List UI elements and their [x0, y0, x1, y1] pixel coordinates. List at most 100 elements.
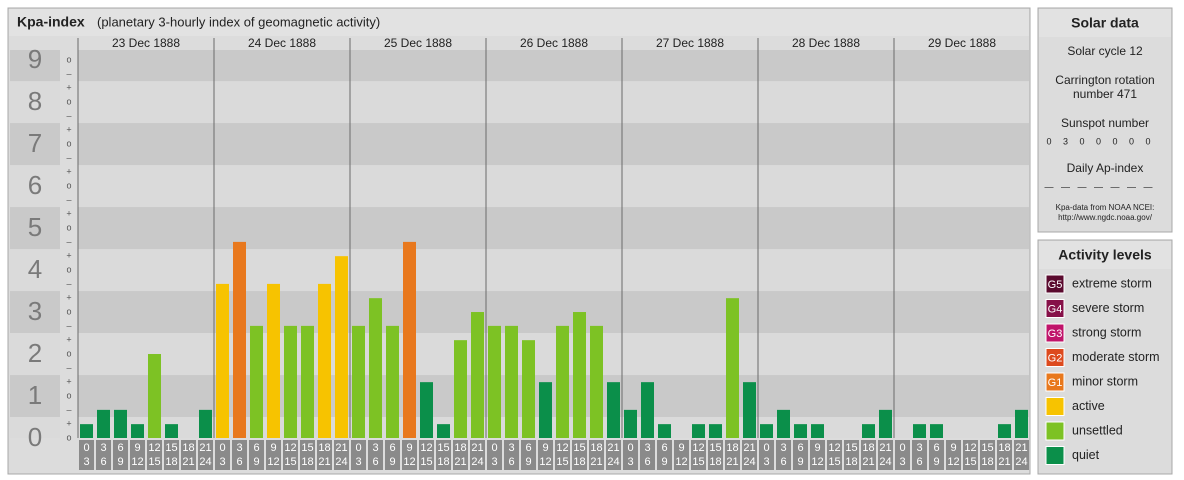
time-slot-label: 12 — [267, 456, 279, 468]
time-slot — [470, 440, 485, 470]
y-tick-label: 1 — [28, 380, 42, 410]
sunspot-value: 0 — [1129, 136, 1134, 146]
ap-value: — — [1078, 181, 1087, 191]
time-slot-label: 21 — [607, 442, 619, 454]
time-slot — [232, 440, 247, 470]
time-slot — [453, 440, 468, 470]
legend-label: severe storm — [1072, 301, 1144, 315]
time-slot-label: 12 — [284, 442, 296, 454]
time-slot — [640, 440, 655, 470]
time-slot-label: 6 — [661, 442, 667, 454]
time-slot-label: 6 — [797, 442, 803, 454]
time-slot — [657, 440, 672, 470]
date-label: 29 Dec 1888 — [928, 36, 996, 50]
y-tick-label: 9 — [28, 44, 42, 74]
time-slot-label: 9 — [253, 456, 259, 468]
minor-tick-label: + — [66, 124, 71, 134]
time-slot-label: 12 — [539, 456, 551, 468]
time-slot-label: 18 — [590, 442, 602, 454]
legend-badge: G4 — [1048, 303, 1063, 315]
bar — [777, 409, 790, 438]
time-slot-label: 6 — [253, 442, 259, 454]
time-slot-label: 3 — [508, 442, 514, 454]
time-slot-label: 6 — [780, 456, 786, 468]
minor-tick-label: + — [66, 208, 71, 218]
time-slot — [572, 440, 587, 470]
y-tick-label: 5 — [28, 212, 42, 242]
bar — [199, 409, 212, 438]
time-slot — [963, 440, 978, 470]
time-slot-label: 24 — [335, 456, 347, 468]
y-tick-label: 2 — [28, 338, 42, 368]
minor-tick-label: o — [66, 54, 71, 64]
time-slot — [436, 440, 451, 470]
date-label: 25 Dec 1888 — [384, 36, 452, 50]
time-slot — [555, 440, 570, 470]
carrington: Carrington rotation — [1055, 73, 1154, 87]
band — [78, 50, 1029, 82]
time-slot — [878, 440, 893, 470]
bar — [233, 241, 246, 438]
time-slot — [385, 440, 400, 470]
bar — [913, 424, 926, 438]
time-slot-label: 3 — [491, 456, 497, 468]
bar — [556, 325, 569, 438]
time-slot-label: 15 — [284, 456, 296, 468]
time-slot-label: 15 — [301, 442, 313, 454]
time-slot-label: 18 — [709, 456, 721, 468]
bar — [335, 256, 348, 438]
time-slot — [130, 440, 145, 470]
legend-swatch — [1045, 372, 1065, 392]
bar — [369, 298, 382, 438]
bar — [420, 382, 433, 438]
bar — [709, 424, 722, 438]
legend-label: quiet — [1072, 448, 1100, 462]
time-slot-label: 24 — [743, 456, 755, 468]
legend-label: minor storm — [1072, 374, 1138, 388]
legend-swatch — [1045, 299, 1065, 318]
time-slot-label: 15 — [692, 456, 704, 468]
time-slot — [351, 440, 366, 470]
time-slot-label: 3 — [219, 456, 225, 468]
bar — [998, 424, 1011, 438]
time-slot-label: 15 — [845, 442, 857, 454]
time-slot-label: 3 — [899, 456, 905, 468]
time-slot-label: 12 — [964, 442, 976, 454]
time-slot-label: 3 — [355, 456, 361, 468]
band — [10, 417, 60, 438]
band — [10, 50, 60, 82]
time-slot — [946, 440, 961, 470]
time-slot — [317, 440, 332, 470]
legend-label: active — [1072, 399, 1105, 413]
time-slot-label: 0 — [219, 442, 225, 454]
time-slot-label: 15 — [828, 456, 840, 468]
band — [78, 123, 1029, 166]
ap-value: — — [1061, 181, 1070, 191]
time-slot — [504, 440, 519, 470]
sunspot-value: 0 — [1046, 136, 1051, 146]
bar — [573, 312, 586, 438]
time-slot-label: 21 — [199, 442, 211, 454]
bar — [590, 325, 603, 438]
time-slot-label: 6 — [389, 442, 395, 454]
legend-label: strong storm — [1072, 325, 1141, 339]
legend-swatch — [1045, 274, 1065, 294]
carrington: number 471 — [1073, 87, 1137, 101]
time-slot-label: 18 — [318, 442, 330, 454]
ap-title: Daily Ap-index — [1067, 161, 1144, 175]
minor-tick-label: o — [66, 306, 71, 316]
legend-swatch — [1045, 421, 1065, 441]
time-slot — [521, 440, 536, 470]
band — [10, 81, 60, 124]
y-tick-label: 8 — [28, 86, 42, 116]
time-slot — [96, 440, 111, 470]
time-slot-label: 15 — [420, 456, 432, 468]
time-slot — [181, 440, 196, 470]
time-slot — [776, 440, 791, 470]
time-slot-label: 9 — [270, 442, 276, 454]
bar — [641, 382, 654, 438]
bar — [386, 325, 399, 438]
legend-swatch — [1045, 446, 1065, 465]
time-slot-label: 0 — [355, 442, 361, 454]
solar-title: Solar data — [1071, 15, 1139, 31]
